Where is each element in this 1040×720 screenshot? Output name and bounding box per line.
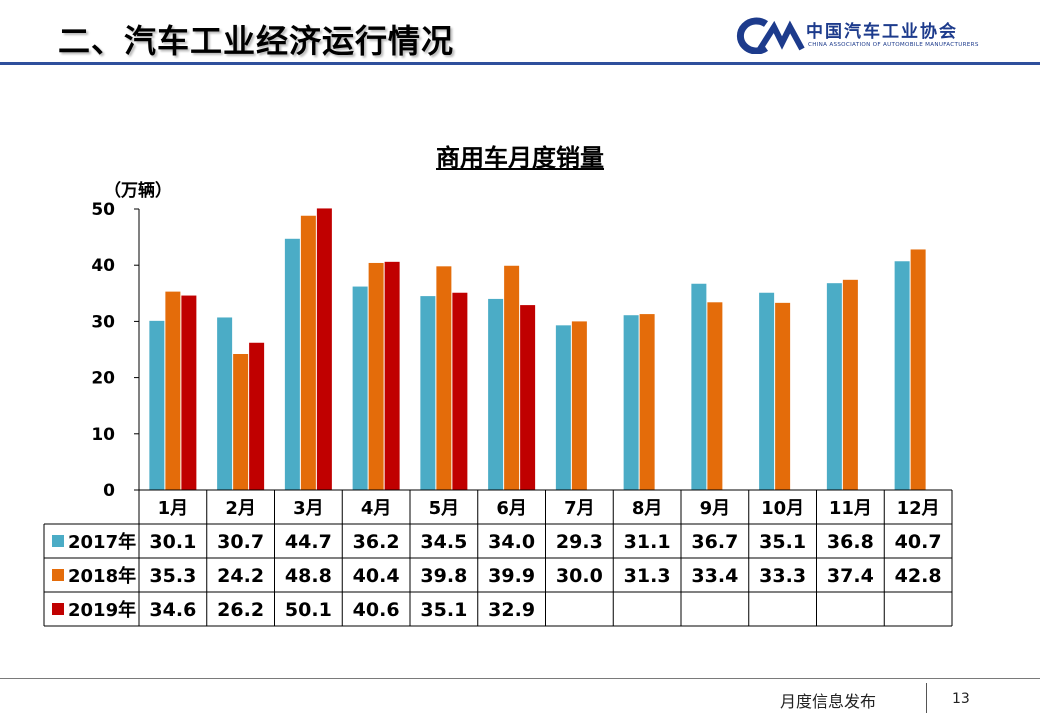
table-value: 33.3 — [759, 565, 806, 587]
bar — [504, 265, 520, 490]
logo: 中国汽车工业协会 CHINA ASSOCIATION OF AUTOMOBILE… — [730, 16, 1010, 55]
chart-title: 商用车月度销量 — [436, 144, 604, 172]
x-category-label: 6月 — [496, 498, 527, 519]
bar — [368, 262, 384, 490]
x-category-label: 12月 — [897, 498, 940, 519]
y-tick-label: 0 — [103, 481, 115, 501]
x-category-label: 1月 — [158, 498, 189, 519]
y-tick-label: 40 — [91, 256, 115, 276]
table-value: 35.1 — [759, 531, 806, 553]
legend-swatch — [52, 569, 64, 581]
bar — [826, 283, 842, 490]
table-value: 31.1 — [624, 531, 671, 553]
page-number: 13 — [952, 691, 970, 707]
y-tick-label: 50 — [91, 200, 115, 220]
y-axis-unit-label: （万辆） — [104, 181, 172, 201]
bar — [436, 266, 452, 490]
footer-separator — [926, 683, 927, 713]
table-value: 42.8 — [895, 565, 942, 587]
table-value: 35.1 — [420, 599, 467, 621]
table-value: 29.3 — [556, 531, 603, 553]
bar — [217, 317, 233, 490]
bar — [316, 208, 332, 491]
bar — [775, 302, 791, 490]
bar — [300, 215, 316, 490]
bar — [165, 291, 181, 490]
table-value: 40.4 — [353, 565, 400, 587]
x-category-label: 4月 — [361, 498, 392, 519]
bar — [555, 325, 571, 490]
bar — [759, 292, 775, 490]
table-value: 30.0 — [556, 565, 603, 587]
page-title: 二、汽车工业经济运行情况 — [58, 22, 455, 60]
table-value: 50.1 — [285, 599, 332, 621]
y-tick-label: 10 — [91, 425, 115, 445]
bar — [571, 321, 587, 490]
bar — [233, 353, 249, 490]
table-value: 34.0 — [488, 531, 535, 553]
legend-label: 2018年 — [68, 565, 136, 587]
bar — [384, 261, 400, 490]
table-value: 36.7 — [691, 531, 738, 553]
table-value: 32.9 — [488, 599, 535, 621]
table-value: 24.2 — [217, 565, 264, 587]
bar — [488, 298, 504, 490]
bar — [452, 292, 468, 490]
bar — [707, 302, 723, 490]
bar-chart: 0 10 20 30 40 50 1月 2月 3月 4月 5月 6月 7月 8月 9月 10月 11月 12月 20… — [43, 200, 953, 627]
table-value: 40.6 — [353, 599, 400, 621]
table-value: 35.3 — [149, 565, 196, 587]
x-category-label: 2月 — [225, 498, 256, 519]
bar — [639, 314, 655, 490]
header-divider — [0, 62, 1040, 65]
x-category-label: 7月 — [564, 498, 595, 519]
y-tick-label: 30 — [91, 312, 115, 332]
table-value: 37.4 — [827, 565, 874, 587]
table-value: 36.2 — [353, 531, 400, 553]
footer-text: 月度信息发布 — [780, 692, 877, 711]
table-value: 34.5 — [420, 531, 467, 553]
bar — [520, 305, 536, 490]
table-value: 39.9 — [488, 565, 535, 587]
table-value: 31.3 — [624, 565, 671, 587]
legend-swatch — [52, 535, 64, 547]
table-value: 26.2 — [217, 599, 264, 621]
bar — [249, 342, 265, 490]
table-value: 30.7 — [217, 531, 264, 553]
footer-divider — [0, 678, 1040, 679]
logo-text-cn: 中国汽车工业协会 — [806, 22, 958, 42]
bar — [910, 249, 926, 490]
y-tick-label: 20 — [91, 369, 115, 389]
table-value: 40.7 — [895, 531, 942, 553]
x-category-label: 3月 — [293, 498, 324, 519]
x-category-label: 5月 — [429, 498, 460, 519]
bar — [623, 315, 639, 490]
legend-label: 2017年 — [68, 531, 136, 553]
bar — [149, 320, 165, 490]
cam-logo-icon — [736, 17, 805, 55]
table-value: 33.4 — [691, 565, 738, 587]
table-value: 30.1 — [149, 531, 196, 553]
logo-text-en: CHINA ASSOCIATION OF AUTOMOBILE MANUFACT… — [808, 42, 979, 48]
bar — [420, 296, 436, 490]
bar — [842, 279, 858, 490]
table-value: 36.8 — [827, 531, 874, 553]
bar — [181, 295, 197, 490]
x-category-label: 10月 — [761, 498, 804, 519]
bar — [352, 286, 368, 490]
legend-label: 2019年 — [68, 599, 136, 621]
table-value: 34.6 — [149, 599, 196, 621]
bar — [691, 283, 707, 490]
x-category-label: 9月 — [700, 498, 731, 519]
bar — [894, 261, 910, 490]
table-value: 39.8 — [420, 565, 467, 587]
table-value: 48.8 — [285, 565, 332, 587]
x-category-label: 11月 — [829, 498, 872, 519]
legend-swatch — [52, 603, 64, 615]
x-category-label: 8月 — [632, 498, 663, 519]
table-value: 44.7 — [285, 531, 332, 553]
bar — [284, 238, 300, 490]
